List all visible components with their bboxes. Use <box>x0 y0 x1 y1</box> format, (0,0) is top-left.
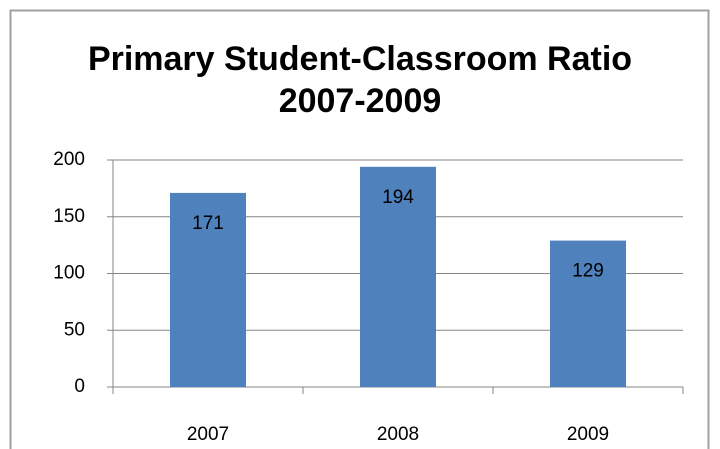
chart-border <box>9 9 710 449</box>
bar <box>170 192 246 387</box>
data-label: 194 <box>382 187 414 208</box>
y-tick-label: 0 <box>74 376 85 397</box>
bar <box>550 240 626 387</box>
x-tick-label: 2008 <box>377 424 419 445</box>
data-label: 171 <box>192 213 224 234</box>
x-tick-label: 2007 <box>187 424 229 445</box>
x-tick-label: 2009 <box>567 424 609 445</box>
y-tick-label: 150 <box>53 206 85 227</box>
y-tick-label: 50 <box>64 319 85 340</box>
y-tick-label: 100 <box>53 263 85 284</box>
bar <box>360 166 436 387</box>
chart-title: Primary Student-Classroom Ratio 2007-200… <box>87 40 633 120</box>
data-label: 129 <box>572 261 604 282</box>
y-tick-label: 200 <box>53 149 85 170</box>
